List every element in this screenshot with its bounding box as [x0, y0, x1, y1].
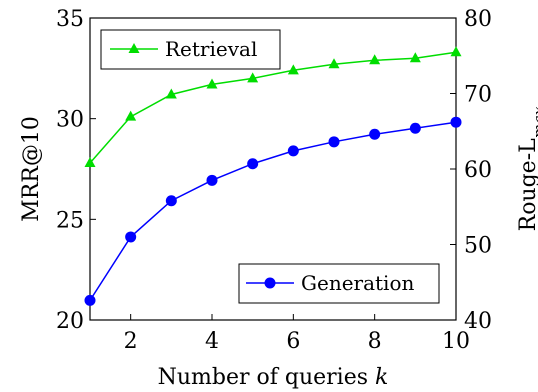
- data-point-retrieval: [247, 72, 259, 83]
- series-line-generation: [89, 121, 457, 301]
- legend-generation-marker: [264, 277, 276, 289]
- x-tick-label: 10: [442, 329, 470, 354]
- data-point-generation: [165, 195, 177, 207]
- data-point-generation: [125, 231, 137, 243]
- legend-retrieval-marker: [128, 43, 140, 53]
- y-axis-right-title: Rouge-Lmax: [516, 106, 538, 231]
- x-tick-label: 4: [205, 329, 219, 354]
- data-point-generation: [450, 116, 462, 128]
- data-point-generation: [328, 136, 340, 148]
- legend-retrieval-label: Retrieval: [165, 37, 257, 61]
- data-point-retrieval: [287, 64, 299, 75]
- data-point-retrieval: [328, 58, 340, 69]
- legend-generation: Generation: [238, 263, 440, 304]
- x-axis-title: Number of queries k: [158, 365, 389, 390]
- y-right-tick-label: 60: [464, 158, 492, 183]
- data-point-generation: [247, 158, 259, 170]
- y-right-tick-label: 50: [464, 234, 492, 259]
- data-point-retrieval: [369, 54, 381, 65]
- y-left-tick-label: 20: [56, 309, 84, 334]
- y-left-tick-label: 35: [56, 7, 84, 32]
- data-point-retrieval: [409, 52, 421, 63]
- right-axis: 40 50 60 70 80: [450, 7, 492, 334]
- y-axis-right-title-main: Rouge-L: [516, 138, 538, 232]
- data-point-retrieval: [84, 156, 96, 167]
- y-right-tick-label: 70: [464, 83, 492, 108]
- x-axis: 2 4 6 8 10: [124, 314, 470, 354]
- data-point-generation: [84, 294, 96, 306]
- data-point-retrieval: [125, 110, 137, 121]
- series-line-retrieval: [89, 51, 457, 164]
- x-tick-label: 6: [286, 329, 300, 354]
- y-axis-right-title-sub: max: [530, 106, 538, 138]
- y-right-tick-label: 80: [464, 7, 492, 32]
- y-axis-left-title: MRR@10: [19, 116, 44, 222]
- data-point-generation: [206, 174, 218, 186]
- x-axis-title-var: k: [375, 365, 388, 390]
- y-right-tick-label: 40: [464, 309, 492, 334]
- data-point-retrieval: [165, 88, 177, 99]
- x-tick-label: 2: [124, 329, 138, 354]
- data-point-generation: [409, 122, 421, 134]
- y-left-tick-label: 30: [56, 108, 84, 133]
- x-tick-label: 8: [368, 329, 382, 354]
- y-left-tick-label: 25: [56, 208, 84, 233]
- data-point-retrieval: [450, 46, 462, 57]
- legend-retrieval: Retrieval: [100, 29, 281, 70]
- data-point-generation: [369, 128, 381, 140]
- series-layer: [84, 46, 462, 306]
- x-axis-title-text: Number of queries: [158, 365, 375, 390]
- legend-generation-label: Generation: [301, 271, 414, 295]
- data-point-generation: [287, 145, 299, 157]
- left-axis: 20 25 30 35: [56, 7, 96, 334]
- data-point-retrieval: [206, 78, 218, 89]
